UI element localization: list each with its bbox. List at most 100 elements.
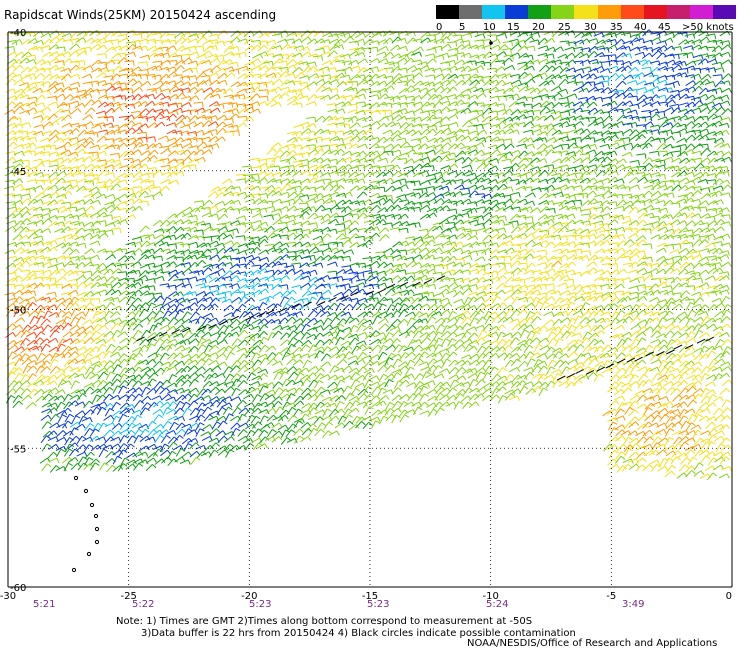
wind-barb (97, 101, 106, 108)
wind-barb (292, 144, 302, 148)
wind-barb (376, 101, 385, 108)
wind-barb (299, 121, 309, 126)
wind-barb-tick (180, 130, 183, 136)
wind-barb-tick (670, 129, 674, 135)
wind-barb (104, 107, 113, 115)
wind-barb (636, 153, 646, 156)
wind-barb (510, 79, 520, 85)
wind-barb (434, 129, 442, 136)
wind-barb (473, 114, 482, 120)
wind-barb (481, 76, 491, 79)
wind-barb-tick (433, 165, 435, 171)
wind-barb-tick (20, 159, 24, 165)
wind-barb (469, 79, 477, 86)
wind-barb (676, 198, 685, 203)
wind-barb-tick (152, 94, 156, 100)
wind-barb (375, 186, 385, 189)
wind-barb-tick (202, 45, 205, 52)
wind-barb-tick (321, 205, 326, 210)
wind-barb (468, 73, 477, 80)
wind-barb (573, 46, 582, 50)
wind-barb (412, 107, 422, 114)
wind-barb-tick (550, 123, 555, 128)
wind-barb-tick (454, 131, 458, 137)
wind-barb (180, 81, 189, 87)
wind-barb (207, 191, 216, 198)
wind-barb (354, 178, 364, 183)
wind-barb-tick (684, 166, 689, 172)
wind-barb (116, 102, 126, 106)
wind-barb-tick (665, 121, 670, 126)
wind-barb (340, 123, 350, 126)
wind-barb (473, 87, 483, 93)
wind-barb-tick (369, 199, 373, 204)
wind-barb-tick (692, 65, 696, 71)
wind-barb-tick (132, 214, 137, 219)
wind-barb-tick (216, 143, 220, 149)
wind-barb (285, 64, 294, 71)
wind-barb (629, 74, 639, 78)
wind-barb-tick (99, 124, 103, 130)
wind-barb-tick (180, 65, 185, 70)
wind-barb (292, 66, 300, 74)
wind-barb-tick (454, 73, 459, 79)
wind-barb (187, 38, 197, 44)
wind-barb (60, 207, 69, 214)
wind-barb-tick (61, 52, 66, 58)
wind-barb (328, 88, 338, 91)
wind-barb (109, 124, 119, 129)
wind-barb-tick (678, 64, 683, 70)
wind-barb (174, 120, 183, 127)
wind-barb-tick (383, 146, 385, 152)
wind-barb-tick (133, 72, 138, 77)
wind-barb (222, 88, 231, 95)
wind-barb-tick (665, 87, 669, 93)
wind-barb-tick (434, 93, 439, 99)
wind-barb (670, 107, 678, 115)
wind-barb (622, 100, 631, 107)
wind-barb-tick (216, 213, 219, 219)
wind-barb (88, 132, 98, 135)
wind-barb (348, 213, 358, 216)
wind-barb-tick (173, 71, 178, 76)
wind-barb (167, 102, 177, 107)
wind-barb-tick (420, 123, 423, 129)
wind-barb (111, 106, 120, 113)
wind-barb (32, 198, 42, 204)
wind-barb (270, 101, 280, 107)
wind-barb-tick (19, 64, 24, 70)
wind-barb (321, 87, 330, 93)
wind-barb-tick (299, 89, 303, 95)
wind-barb (32, 158, 42, 162)
wind-barb (200, 59, 210, 65)
wind-barb (551, 59, 561, 64)
wind-barb (361, 124, 371, 128)
wind-barb (256, 100, 266, 106)
wind-barb-tick (544, 88, 549, 93)
wind-barb (468, 109, 478, 114)
wind-barb (132, 177, 142, 183)
wind-barb (68, 100, 78, 105)
wind-barb (222, 59, 231, 65)
wind-barb (21, 74, 30, 80)
wind-barb (441, 73, 449, 81)
wind-barb (382, 109, 392, 112)
wind-barb (257, 159, 267, 161)
wind-barb (5, 151, 15, 154)
wind-barb-tick (62, 32, 66, 38)
wind-barb (662, 122, 671, 128)
wind-barb-tick (208, 79, 213, 85)
wind-barb (707, 113, 715, 121)
wind-barb (84, 205, 92, 213)
wind-barb-tick (250, 116, 254, 122)
wind-barb (201, 108, 211, 114)
wind-barb (411, 67, 420, 73)
wind-barb (264, 206, 274, 210)
legend-swatch (689, 5, 714, 19)
wind-barb (223, 118, 233, 121)
wind-barb (438, 95, 447, 102)
wind-barb-tick (287, 79, 292, 84)
wind-barb (481, 152, 490, 157)
wind-barb-tick (712, 94, 717, 100)
wind-barb (718, 122, 728, 127)
